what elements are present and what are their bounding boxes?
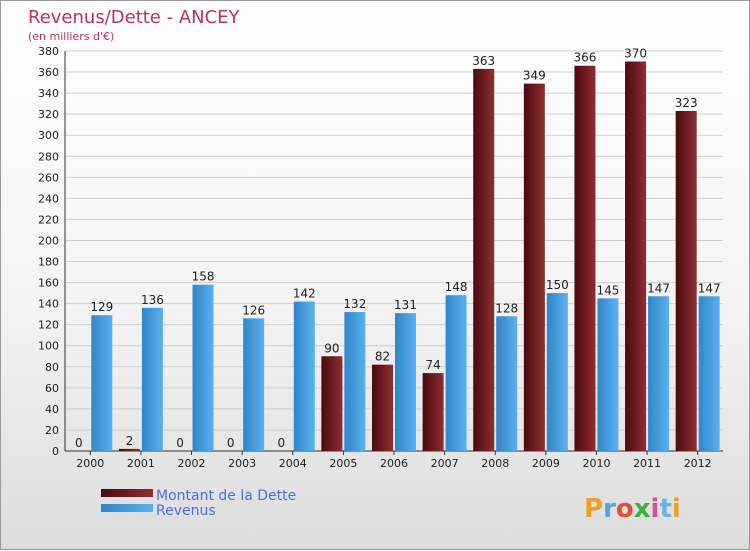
bar-dette [118, 448, 140, 451]
y-tick-label: 80 [45, 361, 59, 374]
data-label: 148 [445, 280, 468, 294]
y-tick-label: 0 [52, 445, 59, 458]
y-tick-label: 120 [38, 319, 59, 332]
bar-dette [422, 373, 444, 451]
data-label: 0 [176, 436, 184, 450]
x-tick-label: 2006 [380, 457, 408, 470]
data-label: 82 [375, 350, 390, 364]
bar-dette [321, 356, 343, 451]
axes: 0204060801001201401601802002202402602803… [38, 45, 723, 470]
x-tick-label: 2008 [481, 457, 509, 470]
legend-label-dette: Montant de la Dette [156, 488, 296, 504]
x-tick-label: 2012 [684, 457, 712, 470]
x-tick-label: 2005 [329, 457, 357, 470]
y-tick-label: 200 [38, 234, 59, 247]
data-label: 0 [277, 436, 285, 450]
x-tick-label: 2009 [532, 457, 560, 470]
data-label: 126 [242, 303, 265, 317]
legend: Montant de la Dette Revenus [101, 488, 296, 519]
y-tick-label: 140 [38, 298, 59, 311]
bar-dette [473, 68, 495, 451]
x-tick-label: 2002 [178, 457, 206, 470]
data-label: 147 [698, 281, 721, 295]
data-label: 74 [425, 358, 440, 372]
data-label: 323 [675, 96, 698, 110]
y-tick-label: 40 [45, 403, 59, 416]
data-label: 363 [472, 54, 495, 68]
grid-lines [65, 50, 723, 452]
y-tick-label: 340 [38, 87, 59, 100]
y-tick-label: 240 [38, 192, 59, 205]
x-tick-label: 2003 [228, 457, 256, 470]
proxiti-logo-text: Proxiti [584, 494, 681, 524]
bar-revenus [395, 313, 416, 451]
bar-dette [625, 61, 647, 452]
bar-dette [523, 83, 545, 451]
bar-dette [372, 364, 393, 451]
proxiti-logo: Proxiti [584, 494, 681, 524]
data-label: 128 [495, 301, 518, 315]
legend-swatch-dette [101, 489, 153, 497]
data-label: 136 [141, 293, 164, 307]
y-tick-label: 380 [38, 45, 59, 58]
x-tick-label: 2000 [76, 457, 104, 470]
y-tick-label: 180 [38, 256, 59, 269]
y-tick-label: 360 [38, 66, 59, 79]
bar-revenus [293, 301, 315, 451]
data-label: 142 [293, 287, 316, 301]
x-tick-label: 2004 [279, 457, 307, 470]
data-label: 147 [647, 281, 670, 295]
x-tick-label: 2011 [633, 457, 661, 470]
bar-dette [675, 111, 697, 451]
bar-dette [574, 65, 596, 451]
y-tick-label: 160 [38, 277, 59, 290]
bar-revenus [496, 316, 518, 451]
bar-revenus [192, 284, 214, 451]
bar-revenus [648, 296, 670, 451]
data-label: 158 [192, 270, 215, 284]
bar-revenus [141, 307, 163, 451]
data-label: 145 [597, 283, 620, 297]
data-label: 370 [624, 47, 647, 61]
data-label: 129 [90, 300, 113, 314]
bars: 0 129 2 136 0 158 0 126 0 142 90 132 82 131 74 148 363 12… [75, 47, 721, 452]
y-tick-label: 280 [38, 150, 59, 163]
data-label: 349 [523, 69, 546, 83]
x-tick-label: 2007 [431, 457, 459, 470]
chart-subtitle: (en milliers d'€) [28, 30, 114, 43]
legend-label-revenus: Revenus [156, 503, 216, 519]
x-tick-label: 2001 [127, 457, 155, 470]
y-tick-label: 20 [45, 424, 59, 437]
y-tick-label: 320 [38, 108, 59, 121]
x-tick-label: 2010 [582, 457, 610, 470]
bar-revenus [445, 295, 467, 451]
bar-revenus [344, 312, 366, 451]
y-tick-label: 260 [38, 171, 59, 184]
bar-revenus [597, 298, 619, 451]
chart-title: Revenus/Dette - ANCEY [28, 7, 241, 28]
data-label: 0 [227, 436, 235, 450]
y-tick-label: 60 [45, 382, 59, 395]
bar-revenus [698, 296, 720, 451]
data-label: 131 [394, 298, 417, 312]
data-label: 2 [126, 434, 134, 448]
legend-swatch-revenus [101, 504, 153, 512]
y-tick-label: 300 [38, 129, 59, 142]
bar-revenus [91, 315, 113, 451]
data-label: 150 [546, 278, 569, 292]
bar-revenus [243, 318, 265, 451]
data-label: 366 [574, 51, 597, 65]
data-label: 90 [324, 341, 339, 355]
data-label: 0 [75, 436, 83, 450]
y-tick-label: 220 [38, 213, 59, 226]
data-label: 132 [343, 297, 366, 311]
y-tick-label: 100 [38, 340, 59, 353]
bar-revenus [546, 293, 568, 451]
